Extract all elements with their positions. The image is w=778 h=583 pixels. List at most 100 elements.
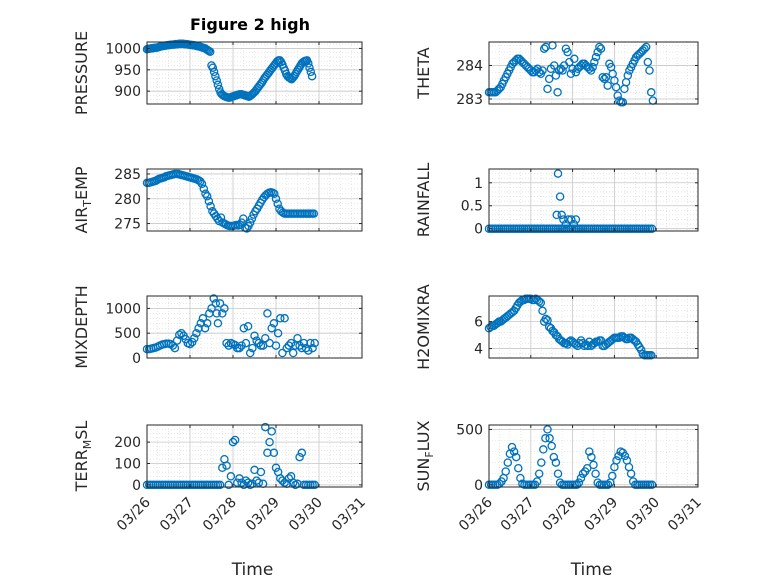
data-point [588, 62, 597, 72]
data-series [142, 294, 319, 358]
y-tick-label: 900 [114, 84, 141, 100]
data-point [538, 306, 547, 316]
data-point [554, 66, 564, 75]
y-axis-label-subscript: F [423, 451, 436, 457]
data-point [190, 333, 199, 343]
data-point [566, 69, 576, 79]
data-point [304, 346, 313, 355]
y-tick-label: 275 [114, 217, 141, 233]
data-point [601, 72, 611, 82]
data-point [543, 425, 552, 434]
data-point [503, 458, 513, 467]
data-point [626, 469, 636, 478]
data-point [541, 434, 550, 443]
x-axis-label: Time [231, 560, 274, 580]
data-point [558, 66, 567, 75]
data-point [224, 480, 233, 490]
data-point [243, 478, 253, 487]
data-point [541, 314, 551, 324]
axis-ticks [146, 296, 363, 359]
data-point [254, 478, 264, 487]
data-point [536, 298, 546, 307]
data-point [239, 214, 248, 223]
y-tick-label: 284 [456, 58, 483, 74]
data-point [295, 452, 304, 462]
data-point [170, 343, 180, 353]
data-point [239, 323, 249, 333]
data-point [571, 215, 581, 224]
axes-box [146, 424, 363, 488]
data-point [574, 478, 584, 487]
axes-box [146, 168, 363, 232]
data-point [307, 71, 317, 81]
data-point [243, 322, 253, 331]
axis-ticks [146, 42, 363, 104]
y-axis-label-main: AIR [72, 207, 91, 234]
data-point [603, 480, 613, 490]
y-tick-label: 200 [114, 435, 141, 451]
data-point [643, 57, 653, 67]
data-point [591, 52, 601, 62]
data-point [226, 472, 236, 481]
data-point [289, 71, 299, 81]
data-point [245, 348, 255, 358]
data-point [516, 473, 525, 483]
data-point [213, 319, 223, 328]
data-point [282, 343, 292, 353]
data-point [284, 474, 294, 483]
y-tick-label: 0.5 [461, 199, 483, 215]
data-point [613, 91, 622, 100]
data-point [600, 74, 609, 84]
data-point [553, 88, 562, 97]
data-point [212, 309, 221, 318]
data-point [205, 47, 215, 57]
data-point [306, 67, 316, 77]
axis-ticks [488, 169, 699, 231]
data-point [645, 66, 654, 75]
data-point [248, 343, 257, 353]
axis-ticks [488, 425, 699, 487]
y-tick-label: 100 [114, 456, 141, 472]
data-point [288, 478, 298, 487]
data-point [585, 447, 594, 456]
data-point [276, 474, 285, 483]
y-axis-label-end: LUX [414, 420, 433, 451]
data-point [267, 427, 276, 436]
y-tick-label: 0 [132, 478, 141, 494]
data-series [142, 422, 319, 490]
data-point [310, 338, 319, 348]
data-point [215, 299, 225, 308]
data-point [239, 480, 249, 490]
data-point [611, 82, 621, 92]
y-tick-label: 285 [114, 167, 141, 183]
data-point [261, 333, 270, 343]
data-point [276, 314, 285, 323]
data-point [273, 328, 283, 338]
subplot-4: 0 0.5 1 RAINFALL [414, 163, 699, 238]
data-point [280, 314, 289, 323]
data-point [177, 328, 186, 338]
data-point [511, 452, 521, 462]
data-point [197, 179, 207, 189]
data-point [230, 435, 240, 445]
data-point [589, 460, 598, 470]
y-axis-label: PRESSURE [72, 31, 91, 115]
y-axis-label: TERRMSL [72, 421, 94, 493]
data-point [608, 471, 617, 481]
data-point [301, 343, 311, 353]
data-point [196, 319, 206, 328]
data-point [254, 338, 264, 348]
subplot-6: 4 6 H2OMIXRA [414, 284, 699, 370]
data-point [175, 330, 184, 339]
data-point [192, 328, 201, 338]
data-point [598, 72, 607, 82]
data-point [552, 210, 561, 220]
y-tick-label: 1000 [105, 301, 141, 317]
data-point [595, 42, 604, 52]
data-point [235, 343, 244, 353]
axes-box [146, 295, 363, 359]
data-point [273, 199, 282, 208]
data-series [484, 294, 656, 360]
data-point [534, 469, 544, 478]
y-axis-label-main: TERR [72, 449, 91, 492]
